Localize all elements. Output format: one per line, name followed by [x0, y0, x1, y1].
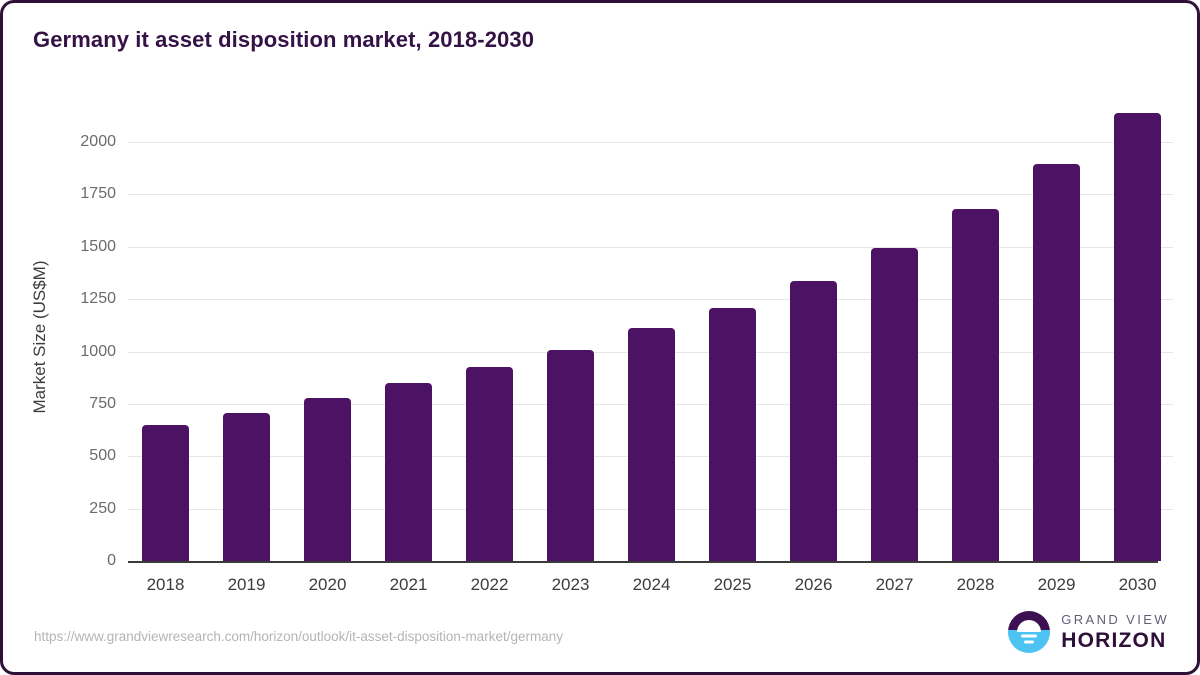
gridline [128, 194, 1173, 196]
x-axis-line [128, 561, 1158, 563]
brand-logo-line1: GRAND VIEW [1061, 612, 1169, 627]
y-axis-tick: 1250 [80, 290, 116, 308]
bar-2025[interactable] [709, 307, 756, 561]
gridline [128, 142, 1173, 143]
x-axis-tick-2019: 2019 [227, 575, 266, 594]
brand-logo: GRAND VIEW HORIZON [1007, 610, 1169, 654]
x-axis-tick-2022: 2022 [470, 575, 509, 594]
page-title: Germany it asset disposition market, 201… [33, 27, 535, 52]
plot-area: 0 250 500 750 1000 1250 1500 1750 2000 2018 2019 2… [80, 113, 1173, 594]
y-axis-label-text: Market Size (US$M) [30, 260, 49, 414]
bar-2018[interactable] [142, 424, 189, 561]
y-axis-tick: 1750 [80, 185, 116, 203]
y-axis-tick: 750 [89, 394, 116, 412]
x-axis-tick-2021: 2021 [389, 575, 428, 594]
brand-logo-text: GRAND VIEW HORIZON [1061, 613, 1169, 651]
x-axis-tick-2027: 2027 [875, 575, 914, 594]
horizon-circle-icon [1007, 610, 1051, 654]
bar-2026[interactable] [790, 280, 837, 561]
bar-2020[interactable] [304, 398, 351, 561]
bar-2022[interactable] [466, 366, 513, 561]
y-axis-tick: 500 [89, 447, 116, 465]
y-axis-tick: 1500 [80, 237, 116, 255]
x-axis-tick-2028: 2028 [956, 575, 995, 594]
y-axis-tick: 0 [107, 552, 116, 569]
y-axis-tick: 1000 [80, 342, 116, 360]
x-axis-tick-2025: 2025 [713, 575, 752, 594]
x-axis-tick-2018: 2018 [146, 575, 185, 594]
bar-2019[interactable] [223, 412, 270, 561]
bar-2028[interactable] [952, 209, 999, 561]
x-axis-tick-2024: 2024 [632, 575, 671, 594]
y-axis-label: Market Size (US$M) [25, 113, 55, 561]
plot-inner: 0 250 500 750 1000 1250 1500 1750 2000 [80, 113, 1173, 569]
bar-2030[interactable] [1114, 113, 1161, 561]
bar-2021[interactable] [385, 382, 432, 561]
brand-logo-line2: HORIZON [1061, 629, 1167, 652]
bar-2023[interactable] [547, 350, 594, 561]
bar-2027[interactable] [871, 248, 918, 561]
y-axis-tick: 2000 [80, 133, 116, 150]
x-axis-tick-2023: 2023 [551, 575, 590, 594]
x-axis-tick-2026: 2026 [794, 575, 833, 594]
source-url[interactable]: https://www.grandviewresearch.com/horizo… [34, 629, 563, 644]
bar-2029[interactable] [1033, 164, 1080, 561]
gridline [128, 299, 1173, 301]
y-axis-tick: 250 [89, 499, 116, 517]
gridline [128, 246, 1173, 248]
x-axis-tick-2020: 2020 [308, 575, 347, 594]
bar-2024[interactable] [628, 328, 675, 561]
x-axis-tick-2029: 2029 [1037, 575, 1076, 594]
x-axis-tick-2030: 2030 [1118, 575, 1157, 594]
